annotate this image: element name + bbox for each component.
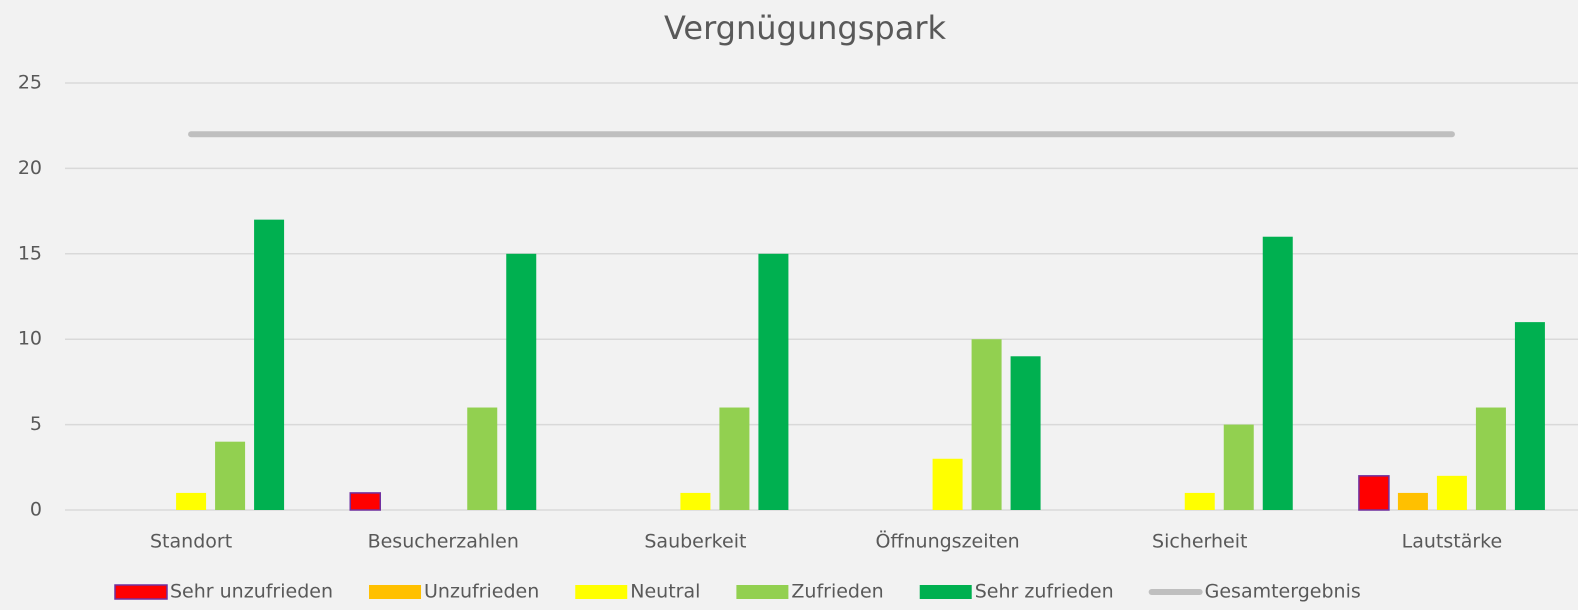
legend-swatch <box>369 585 422 599</box>
y-tick-label: 0 <box>30 499 42 521</box>
bar <box>1436 475 1467 510</box>
x-tick-label: Lautstärke <box>1402 531 1503 553</box>
bar <box>719 407 750 510</box>
bar <box>1514 322 1545 510</box>
x-tick-label: Öffnungszeiten <box>875 530 1019 553</box>
bar <box>1010 356 1041 510</box>
y-tick-label: 10 <box>18 328 42 350</box>
bar <box>680 492 711 510</box>
bar <box>1397 492 1428 510</box>
chart-title: Vergnügungspark <box>664 9 947 47</box>
legend-label: Sehr unzufrieden <box>170 581 333 603</box>
x-tick-label: Sauberkeit <box>644 531 746 553</box>
legend-label: Gesamtergebnis <box>1205 581 1361 603</box>
y-tick-label: 5 <box>30 413 42 435</box>
bar <box>349 492 381 511</box>
bar <box>467 407 498 510</box>
bar <box>932 458 963 510</box>
bar <box>506 253 537 511</box>
bar <box>1475 407 1506 510</box>
y-tick-label: 20 <box>18 157 42 179</box>
legend-label: Sehr zufrieden <box>975 581 1114 603</box>
legend-swatch <box>919 585 972 599</box>
bar <box>215 441 246 510</box>
x-tick-label: Sicherheit <box>1152 531 1247 553</box>
y-tick-label: 25 <box>18 72 42 94</box>
x-tick-label: Standort <box>150 531 232 553</box>
y-tick-label: 15 <box>18 242 42 264</box>
x-tick-label: Besucherzahlen <box>368 531 519 553</box>
bar <box>758 253 789 511</box>
legend-swatch <box>736 585 789 599</box>
legend-swatch <box>575 585 628 599</box>
bar <box>176 492 207 510</box>
bar <box>1262 236 1293 510</box>
bar <box>1184 492 1215 510</box>
bar <box>254 219 285 510</box>
bar <box>971 339 1002 510</box>
legend-swatch <box>114 584 168 600</box>
legend-label: Neutral <box>630 581 700 603</box>
bar <box>1223 424 1254 510</box>
legend-label: Unzufrieden <box>424 581 539 603</box>
bar <box>1358 475 1390 511</box>
legend-label: Zufrieden <box>791 581 883 603</box>
